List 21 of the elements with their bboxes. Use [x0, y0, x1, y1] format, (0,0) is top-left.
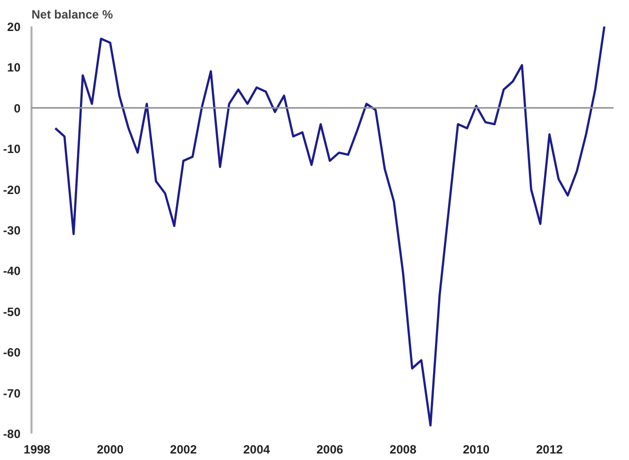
y-tick-label: 20 [7, 20, 21, 34]
x-tick-label: 2002 [170, 442, 198, 456]
y-tick-label: 10 [7, 60, 21, 75]
line-series [54, 26, 606, 426]
y-tick-label: 0 [14, 101, 21, 116]
x-tick-label: 2000 [96, 442, 124, 456]
y-tick-label: -70 [3, 386, 21, 400]
y-tick-label: -50 [3, 304, 21, 319]
x-tick-label: 1998 [24, 442, 51, 456]
x-tick-label: 2008 [390, 442, 417, 456]
y-axis-title: Net balance % [32, 8, 114, 22]
y-tick-label: -60 [3, 346, 21, 360]
y-tick-label: -40 [3, 264, 21, 278]
x-tick-label: 2004 [243, 442, 270, 456]
x-tick-label: 2006 [316, 442, 344, 456]
y-tick-label: -80 [3, 427, 21, 441]
y-tick-label: -10 [3, 142, 21, 156]
x-tick-label: 2012 [536, 442, 564, 456]
y-tick-label: -20 [3, 182, 21, 197]
x-tick-label: 2010 [462, 442, 490, 456]
y-tick-label: -30 [3, 224, 21, 238]
